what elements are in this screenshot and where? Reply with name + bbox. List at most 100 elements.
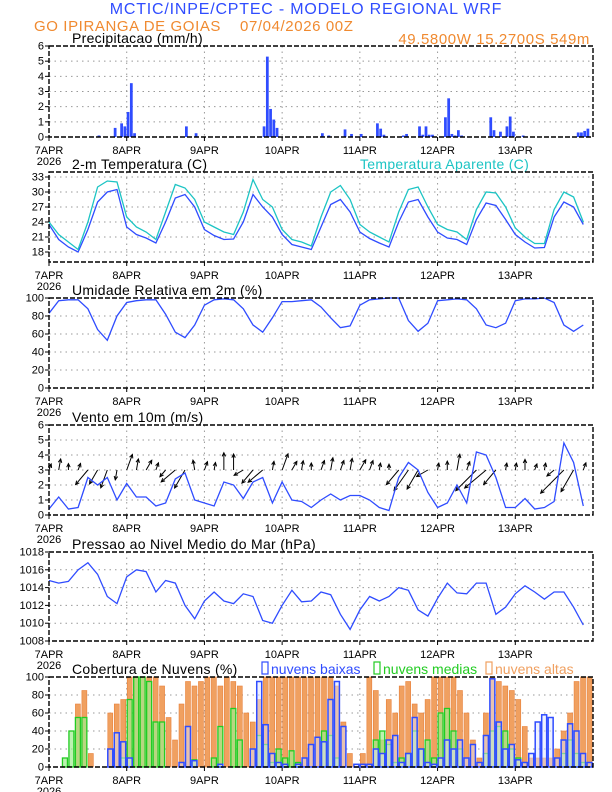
wind-arrow — [546, 469, 555, 477]
y-tick-label: 40 — [32, 726, 44, 738]
wind-arrow — [241, 469, 254, 484]
x-tick-label: 9APR — [190, 775, 219, 787]
nuvens-altas-bar — [191, 685, 198, 768]
wind-arrow-head — [482, 480, 488, 486]
x-tick-label: 8APR — [112, 270, 141, 282]
wind-arrow — [192, 460, 196, 471]
y-tick-label: 27 — [32, 202, 44, 214]
precip-bar — [508, 116, 512, 137]
precip-bar — [576, 132, 580, 137]
panel-title: Vento em 10m (m/s) — [72, 409, 203, 425]
x-year-label: 2026 — [37, 156, 61, 168]
nuvens-altas-bar — [204, 676, 211, 768]
y-tick-label: 1 — [38, 495, 44, 507]
legend-label: nuvens altas — [495, 661, 574, 677]
wind-arrow-head — [542, 461, 548, 468]
nuvens-altas-bar — [198, 681, 204, 768]
precip-bar — [583, 130, 587, 137]
x-tick-label: 11APR — [343, 270, 377, 282]
nuvens-medias-bar — [236, 739, 243, 768]
wind-arrow — [505, 463, 508, 471]
wind-arrow — [271, 461, 275, 471]
nuvens-baixas-bar — [450, 748, 457, 768]
plot-frame — [48, 45, 594, 138]
legend-label: nuvens medias — [383, 661, 477, 677]
nuvens-baixas-bar — [314, 736, 321, 768]
temperature-panel: 18 21 24 27 30 33 7APR 8APR 9APR 10APR 11APR 12APR 1… — [32, 156, 594, 293]
wind-arrow-head — [463, 484, 469, 489]
nuvens-altas-bar — [165, 717, 172, 768]
nuvens-altas-bar — [88, 753, 94, 768]
nuvens-altas-bar — [398, 685, 405, 768]
wind-arrow-head — [539, 489, 545, 495]
nuvens-medias-bar — [217, 725, 224, 768]
x-tick-label: 12APR — [420, 523, 455, 535]
nuvens-baixas-bar — [119, 741, 127, 768]
y-tick-label: 5 — [38, 435, 44, 447]
y-tick-label: 33 — [32, 172, 44, 184]
wind-arrow-head — [321, 459, 326, 465]
precip-bar — [194, 133, 198, 137]
plot-area — [49, 552, 593, 641]
x-tick-label: 13APR — [498, 775, 533, 787]
precip-bar — [505, 126, 509, 137]
nuvens-baixas-bar — [340, 725, 347, 768]
wind-arrow-head — [99, 483, 105, 489]
nuvens-baixas-bar — [476, 761, 483, 768]
x-tick-label: 13APR — [498, 523, 533, 535]
wind-arrow — [543, 463, 547, 471]
nuvens-medias-bar — [288, 750, 295, 768]
precip-bar — [343, 129, 347, 137]
wind-arrow-head — [533, 462, 538, 469]
wind-arrow-head — [74, 480, 80, 486]
nuvens-baixas-bar — [385, 739, 392, 768]
nuvens-baixas-bar — [482, 734, 490, 768]
x-year-label: 2026 — [37, 660, 61, 672]
wind-arrow — [145, 460, 153, 471]
x-tick-label: 9APR — [190, 649, 219, 661]
nuvens-baixas-bar — [301, 757, 308, 768]
wind-arrow — [247, 469, 264, 483]
precip-bar — [269, 108, 272, 137]
wind-arrow-head — [330, 456, 335, 462]
nuvens-baixas-bar — [495, 721, 503, 768]
y-tick-label: 2 — [38, 101, 44, 113]
nuvens-baixas-bar — [217, 763, 224, 768]
nuvens-baixas-bar — [126, 757, 133, 768]
nuvens-medias-bar — [61, 757, 69, 768]
apparent-temperature-line — [48, 177, 584, 251]
legend-label: nuvens baixas — [271, 661, 361, 677]
wind-arrow — [466, 461, 471, 471]
wind-arrow-head — [148, 459, 153, 465]
nuvens-medias-bar — [158, 721, 166, 768]
nuvens-baixas-bar — [398, 761, 405, 768]
header-run: 07/04/2026 00Z — [240, 18, 354, 35]
y-tick-label: 1010 — [20, 618, 44, 630]
plot-frame — [48, 171, 594, 263]
nuvens-baixas-bar — [489, 678, 496, 768]
nuvens-altas-bar — [515, 699, 522, 768]
precip-bar — [512, 131, 515, 137]
precip-bar — [421, 134, 425, 137]
wind-arrow-head — [349, 457, 354, 463]
nuvens-medias-bar — [133, 676, 140, 768]
nuvens-baixas-bar — [184, 725, 192, 768]
plot-area — [49, 298, 593, 388]
wind-arrow-head — [393, 486, 398, 492]
plot-frame — [48, 297, 594, 389]
wind-arrow-head — [233, 471, 239, 476]
y-tick-label: 20 — [32, 744, 44, 756]
nuvens-altas-bar — [172, 739, 178, 768]
x-tick-label: 10APR — [265, 145, 300, 157]
precip-bar — [262, 126, 266, 137]
nuvens-baixas-bar — [113, 732, 120, 768]
relative-humidity-line — [48, 297, 584, 342]
wind-line — [48, 440, 584, 512]
x-tick-label: 12APR — [420, 396, 455, 408]
x-tick-label: 13APR — [498, 396, 533, 408]
x-year-label: 2026 — [37, 786, 61, 792]
nuvens-baixas-bar — [566, 723, 574, 768]
nuvens-baixas-bar — [191, 759, 198, 768]
wind-arrow-head — [385, 480, 391, 486]
nuvens-baixas-bar — [379, 752, 386, 768]
